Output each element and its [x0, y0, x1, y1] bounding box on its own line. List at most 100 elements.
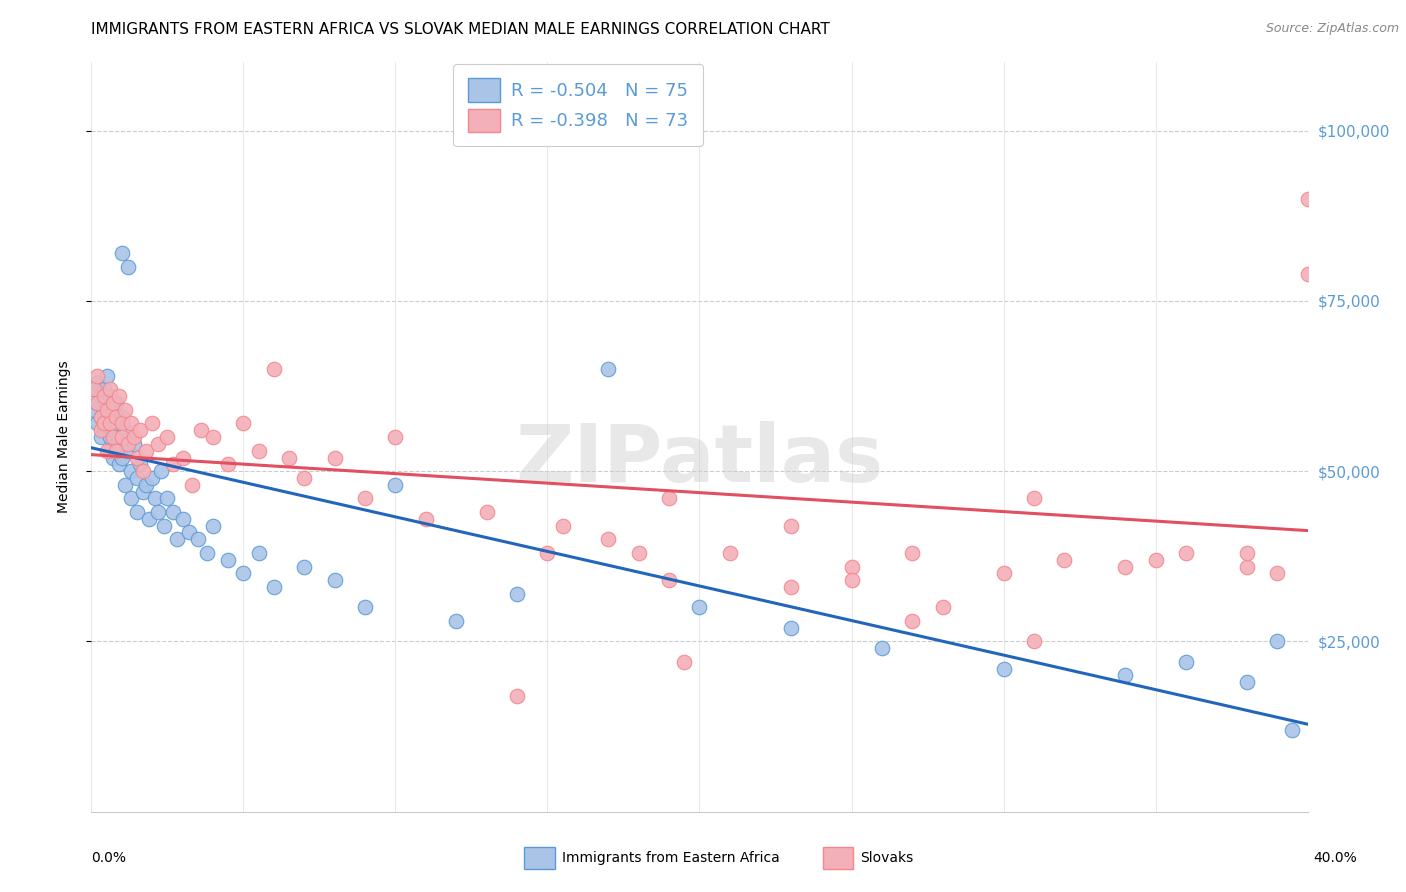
Point: [1296, 267, 1319, 281]
Point: [292, 559, 315, 574]
Point: [96, 368, 118, 383]
Text: ZIPatlas: ZIPatlas: [516, 420, 883, 499]
Point: [98, 383, 121, 397]
Point: [506, 689, 529, 703]
Point: [120, 491, 142, 506]
Point: [172, 450, 194, 465]
Point: [1114, 559, 1136, 574]
Point: [444, 614, 467, 628]
Point: [1236, 546, 1258, 560]
Point: [870, 641, 893, 656]
Point: [153, 518, 176, 533]
Point: [101, 402, 124, 417]
Point: [89, 409, 111, 424]
Point: [247, 443, 270, 458]
Point: [278, 450, 301, 465]
Point: [177, 525, 200, 540]
Point: [117, 443, 139, 458]
Point: [1236, 559, 1258, 574]
Point: [96, 402, 118, 417]
Point: [114, 477, 136, 491]
Point: [536, 546, 558, 560]
Point: [83, 383, 105, 397]
Point: [86, 396, 108, 410]
Point: [89, 409, 111, 424]
Y-axis label: Median Male Earnings: Median Male Earnings: [56, 360, 70, 514]
Point: [993, 566, 1015, 581]
Point: [125, 471, 148, 485]
Point: [141, 471, 163, 485]
Point: [901, 614, 924, 628]
Point: [101, 423, 124, 437]
Point: [1114, 668, 1136, 682]
Point: [384, 477, 406, 491]
Point: [132, 484, 155, 499]
Point: [841, 573, 863, 587]
Text: Source: ZipAtlas.com: Source: ZipAtlas.com: [1265, 22, 1399, 36]
Point: [598, 362, 620, 376]
Point: [247, 546, 270, 560]
Point: [104, 443, 127, 458]
Point: [125, 505, 148, 519]
Point: [111, 450, 134, 465]
Point: [141, 417, 163, 431]
Point: [180, 477, 202, 491]
Point: [120, 464, 142, 478]
Point: [415, 512, 437, 526]
Point: [384, 430, 406, 444]
Point: [143, 491, 166, 506]
Point: [98, 443, 121, 458]
Point: [86, 368, 108, 383]
Point: [166, 533, 188, 547]
Point: [1174, 655, 1197, 669]
Point: [1265, 566, 1288, 581]
Point: [96, 443, 118, 458]
Point: [114, 423, 136, 437]
Point: [104, 417, 127, 431]
Point: [1022, 491, 1045, 506]
Point: [841, 559, 863, 574]
Point: [93, 417, 115, 431]
Point: [1296, 192, 1319, 206]
Point: [1236, 675, 1258, 690]
Point: [323, 450, 346, 465]
Point: [202, 518, 225, 533]
Point: [86, 376, 108, 390]
Point: [673, 655, 696, 669]
Point: [98, 409, 121, 424]
Point: [114, 402, 136, 417]
Text: IMMIGRANTS FROM EASTERN AFRICA VS SLOVAK MEDIAN MALE EARNINGS CORRELATION CHART: IMMIGRANTS FROM EASTERN AFRICA VS SLOVAK…: [91, 22, 830, 37]
Point: [263, 580, 285, 594]
Point: [93, 383, 115, 397]
Point: [135, 477, 157, 491]
Point: [122, 430, 145, 444]
Point: [122, 437, 145, 451]
Point: [150, 464, 173, 478]
Point: [901, 546, 924, 560]
Point: [111, 246, 134, 260]
Point: [187, 533, 209, 547]
Point: [1174, 546, 1197, 560]
Point: [931, 600, 953, 615]
Point: [111, 430, 134, 444]
Point: [993, 662, 1015, 676]
Point: [658, 491, 681, 506]
Point: [190, 423, 212, 437]
Point: [232, 566, 254, 581]
Point: [162, 458, 184, 472]
Point: [117, 260, 139, 274]
Point: [111, 409, 134, 424]
Point: [104, 396, 127, 410]
Point: [107, 458, 129, 472]
Point: [86, 396, 108, 410]
Point: [506, 587, 529, 601]
Point: [111, 417, 134, 431]
Point: [162, 505, 184, 519]
Point: [86, 417, 108, 431]
Point: [104, 409, 127, 424]
Point: [132, 464, 155, 478]
Point: [120, 417, 142, 431]
Point: [217, 458, 239, 472]
Text: Slovaks: Slovaks: [860, 851, 914, 865]
Point: [779, 621, 801, 635]
